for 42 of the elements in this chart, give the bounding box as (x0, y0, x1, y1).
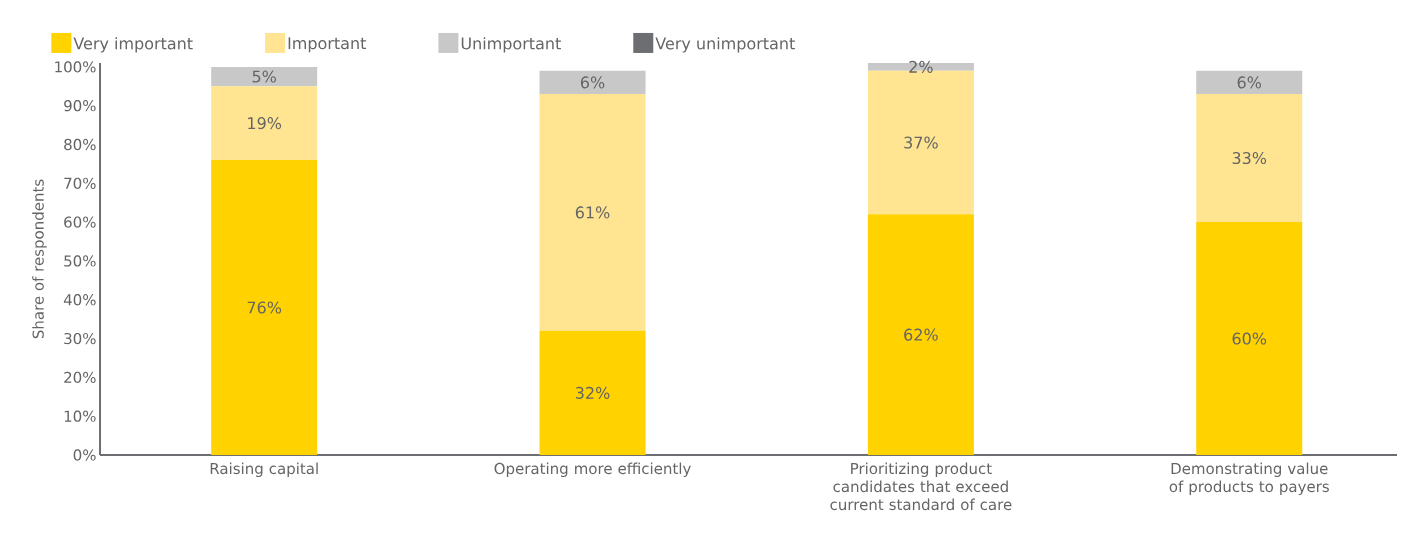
data-label: 2% (909, 60, 933, 73)
legend-label: Very unimportant (655, 37, 795, 53)
y-tick-label: 40% (63, 294, 96, 306)
data-label: 37% (904, 136, 938, 149)
bar (1196, 70, 1303, 95)
y-tick-label: 0% (73, 449, 96, 461)
bar (539, 70, 646, 95)
y-tick-label: 80% (64, 138, 96, 151)
data-label: 61% (575, 206, 610, 219)
bar (1196, 222, 1303, 455)
y-tick-label: 60% (64, 216, 96, 228)
bar (539, 94, 646, 331)
data-label: 5% (252, 70, 276, 83)
y-axis-title: Share of respondents (32, 179, 47, 339)
data-label: 33% (1232, 152, 1267, 165)
bar (867, 214, 974, 455)
x-tick-label: Prioritizing product candidates that exceed current standard of care (830, 462, 1012, 511)
data-label: 6% (1237, 76, 1262, 89)
y-tick-label: 70% (64, 177, 96, 189)
x-tick-label: Raising capital (210, 462, 318, 478)
data-label: 19% (248, 117, 282, 130)
data-label: 32% (575, 386, 610, 399)
legend-label: Very important (73, 37, 193, 53)
bar (211, 86, 318, 161)
data-label: 60% (1232, 332, 1267, 345)
bar (211, 160, 318, 455)
bar (1196, 94, 1303, 223)
legend-label: Unimportant (461, 37, 561, 53)
y-tick-label: 50% (64, 255, 96, 267)
data-label: 62% (904, 328, 938, 341)
y-tick-label: 100% (55, 61, 96, 73)
bar (539, 330, 646, 455)
legend-label: Important (288, 37, 367, 53)
y-tick-label: 30% (64, 332, 96, 345)
x-tick-label: Demonstrating value of products to payers (1169, 462, 1329, 496)
y-tick-label: 90% (64, 100, 96, 112)
y-tick-label: 20% (64, 371, 96, 384)
y-tick-label: 10% (64, 410, 96, 422)
data-label: 6% (580, 76, 605, 89)
data-label: 76% (247, 301, 282, 314)
bar (211, 66, 318, 87)
x-tick-label: Operating more efficiently (494, 462, 691, 478)
